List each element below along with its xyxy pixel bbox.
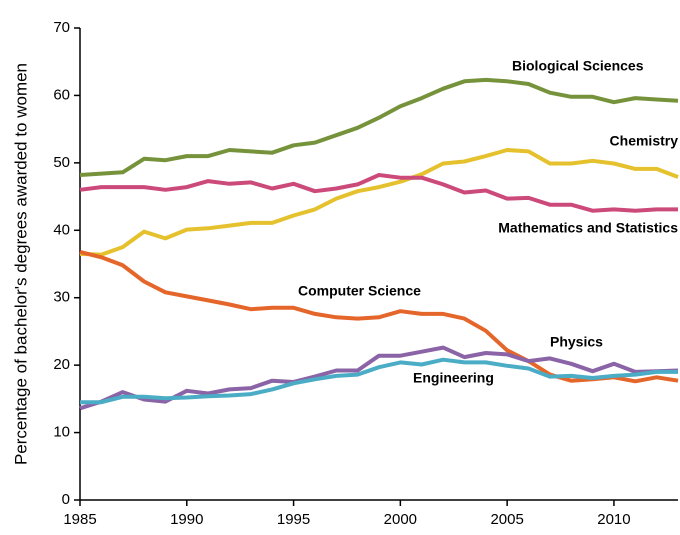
series-label: Mathematics and Statistics [498, 220, 678, 236]
y-tick-label: 0 [62, 491, 70, 508]
x-tick-label: 2010 [597, 511, 630, 528]
series-line [79, 77, 679, 177]
y-axis-label: Percentage of bachelor's degrees awarded… [11, 63, 30, 465]
series-line [80, 357, 678, 405]
y-tick-label: 30 [53, 289, 70, 306]
x-tick-label: 2005 [490, 511, 523, 528]
y-tick-label: 50 [53, 154, 70, 171]
series-label: Chemistry [610, 133, 679, 149]
series-line [79, 148, 679, 257]
y-tick-label: 60 [53, 86, 70, 103]
x-tick-label: 1985 [63, 511, 96, 528]
series-line [79, 345, 679, 411]
y-tick-label: 40 [53, 221, 70, 238]
y-tick-label: 10 [53, 424, 70, 441]
y-tick-label: 20 [53, 356, 70, 373]
y-tick-label: 70 [53, 19, 70, 36]
series-line [79, 249, 679, 384]
x-tick-label: 1995 [277, 511, 310, 528]
x-tick-label: 1990 [170, 511, 203, 528]
series-label: Physics [550, 334, 603, 350]
series-label: Engineering [413, 370, 494, 386]
x-tick-label: 2000 [384, 511, 417, 528]
series-line [79, 173, 678, 213]
series-label: Biological Sciences [512, 58, 644, 74]
series-label: Computer Science [298, 283, 421, 299]
